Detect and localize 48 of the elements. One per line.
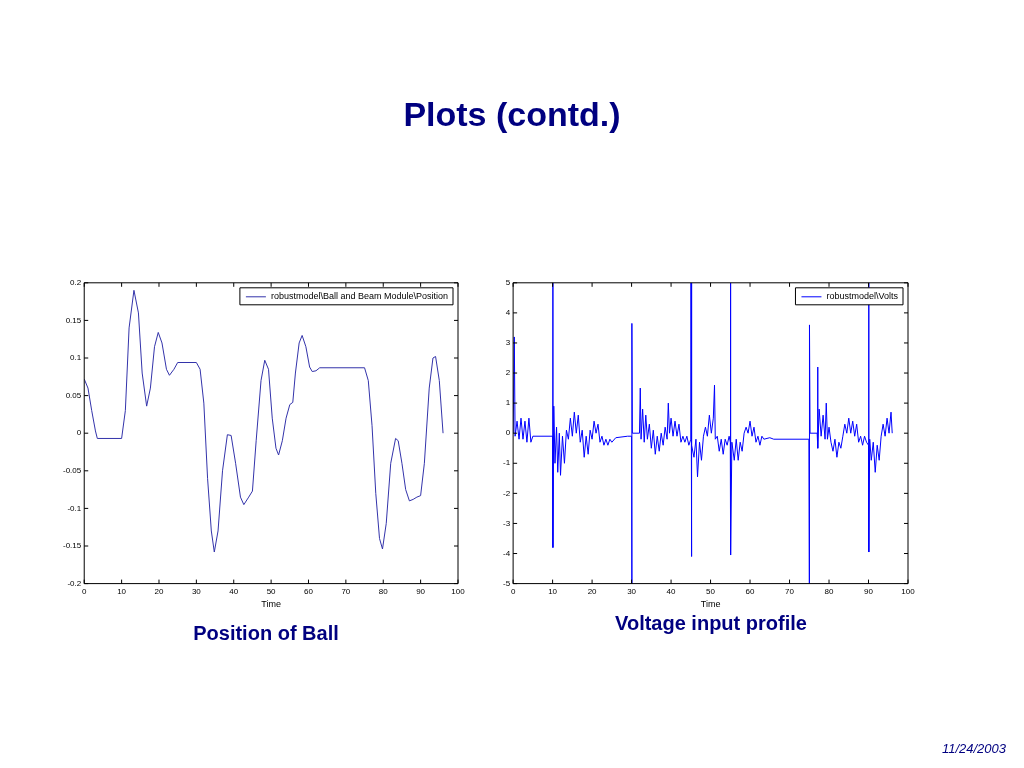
x-tick-label: 80 [824, 586, 835, 596]
text: Position of Ball [192, 622, 340, 645]
x-tick-label: 70 [341, 586, 351, 596]
y-tick-label: -0.15 [63, 541, 82, 551]
x-tick-label: 70 [785, 586, 795, 596]
x-tick-label: 90 [864, 586, 874, 596]
y-tick-label: 0.2 [70, 278, 82, 287]
x-tick-label: 40 [229, 586, 239, 596]
y-tick-label: 4 [505, 308, 511, 318]
y-tick-label: 0 [505, 428, 511, 438]
x-tick-label: 50 [706, 586, 716, 596]
x-tick-label: 100 [901, 586, 916, 596]
y-tick-label: 2 [505, 368, 511, 378]
x-tick-label: 20 [587, 586, 598, 596]
y-tick-label: -0.1 [67, 503, 82, 513]
y-tick-label: -2 [502, 488, 511, 498]
y-tick-label: 0.1 [70, 353, 82, 363]
x-tick-label: 30 [191, 586, 202, 596]
y-tick-label: -0.05 [63, 466, 82, 475]
x-tick-label: 20 [154, 586, 164, 596]
y-tick-label: -3 [502, 518, 511, 528]
x-axis-title: Time [700, 599, 721, 610]
y-tick-label: 0 [76, 428, 82, 438]
x-tick-label: 10 [117, 586, 127, 596]
x-tick-label: 30 [627, 586, 637, 596]
x-tick-label: 50 [266, 586, 277, 596]
y-tick-label: -4 [502, 548, 511, 558]
x-tick-label: 90 [416, 586, 426, 596]
x-tick-label: 10 [548, 586, 558, 596]
text: Voltage input profile [614, 612, 808, 635]
x-axis-title: Time [261, 599, 281, 610]
x-tick-label: 40 [666, 586, 677, 596]
y-tick-label: -5 [502, 578, 511, 588]
x-tick-label: 60 [745, 586, 756, 596]
x-tick-label: 80 [378, 586, 389, 596]
y-tick-label: 0.15 [65, 315, 82, 325]
y-tick-label: 5 [505, 278, 511, 287]
x-tick-label: 100 [451, 586, 466, 596]
text: Plots (contd.) [402, 95, 622, 134]
y-tick-label: 3 [505, 338, 511, 348]
text: 11/24/2003 [941, 741, 1006, 756]
legend-label: robustmodel\Ball and Beam Module\Position [270, 291, 449, 302]
legend-label: robustmodel\Volts [826, 291, 899, 302]
y-tick-label: 0.05 [65, 390, 82, 400]
x-tick-label: 60 [304, 586, 314, 596]
y-tick-label: 1 [505, 398, 511, 408]
y-tick-label: -1 [502, 458, 511, 468]
y-tick-label: -0.2 [67, 578, 82, 588]
